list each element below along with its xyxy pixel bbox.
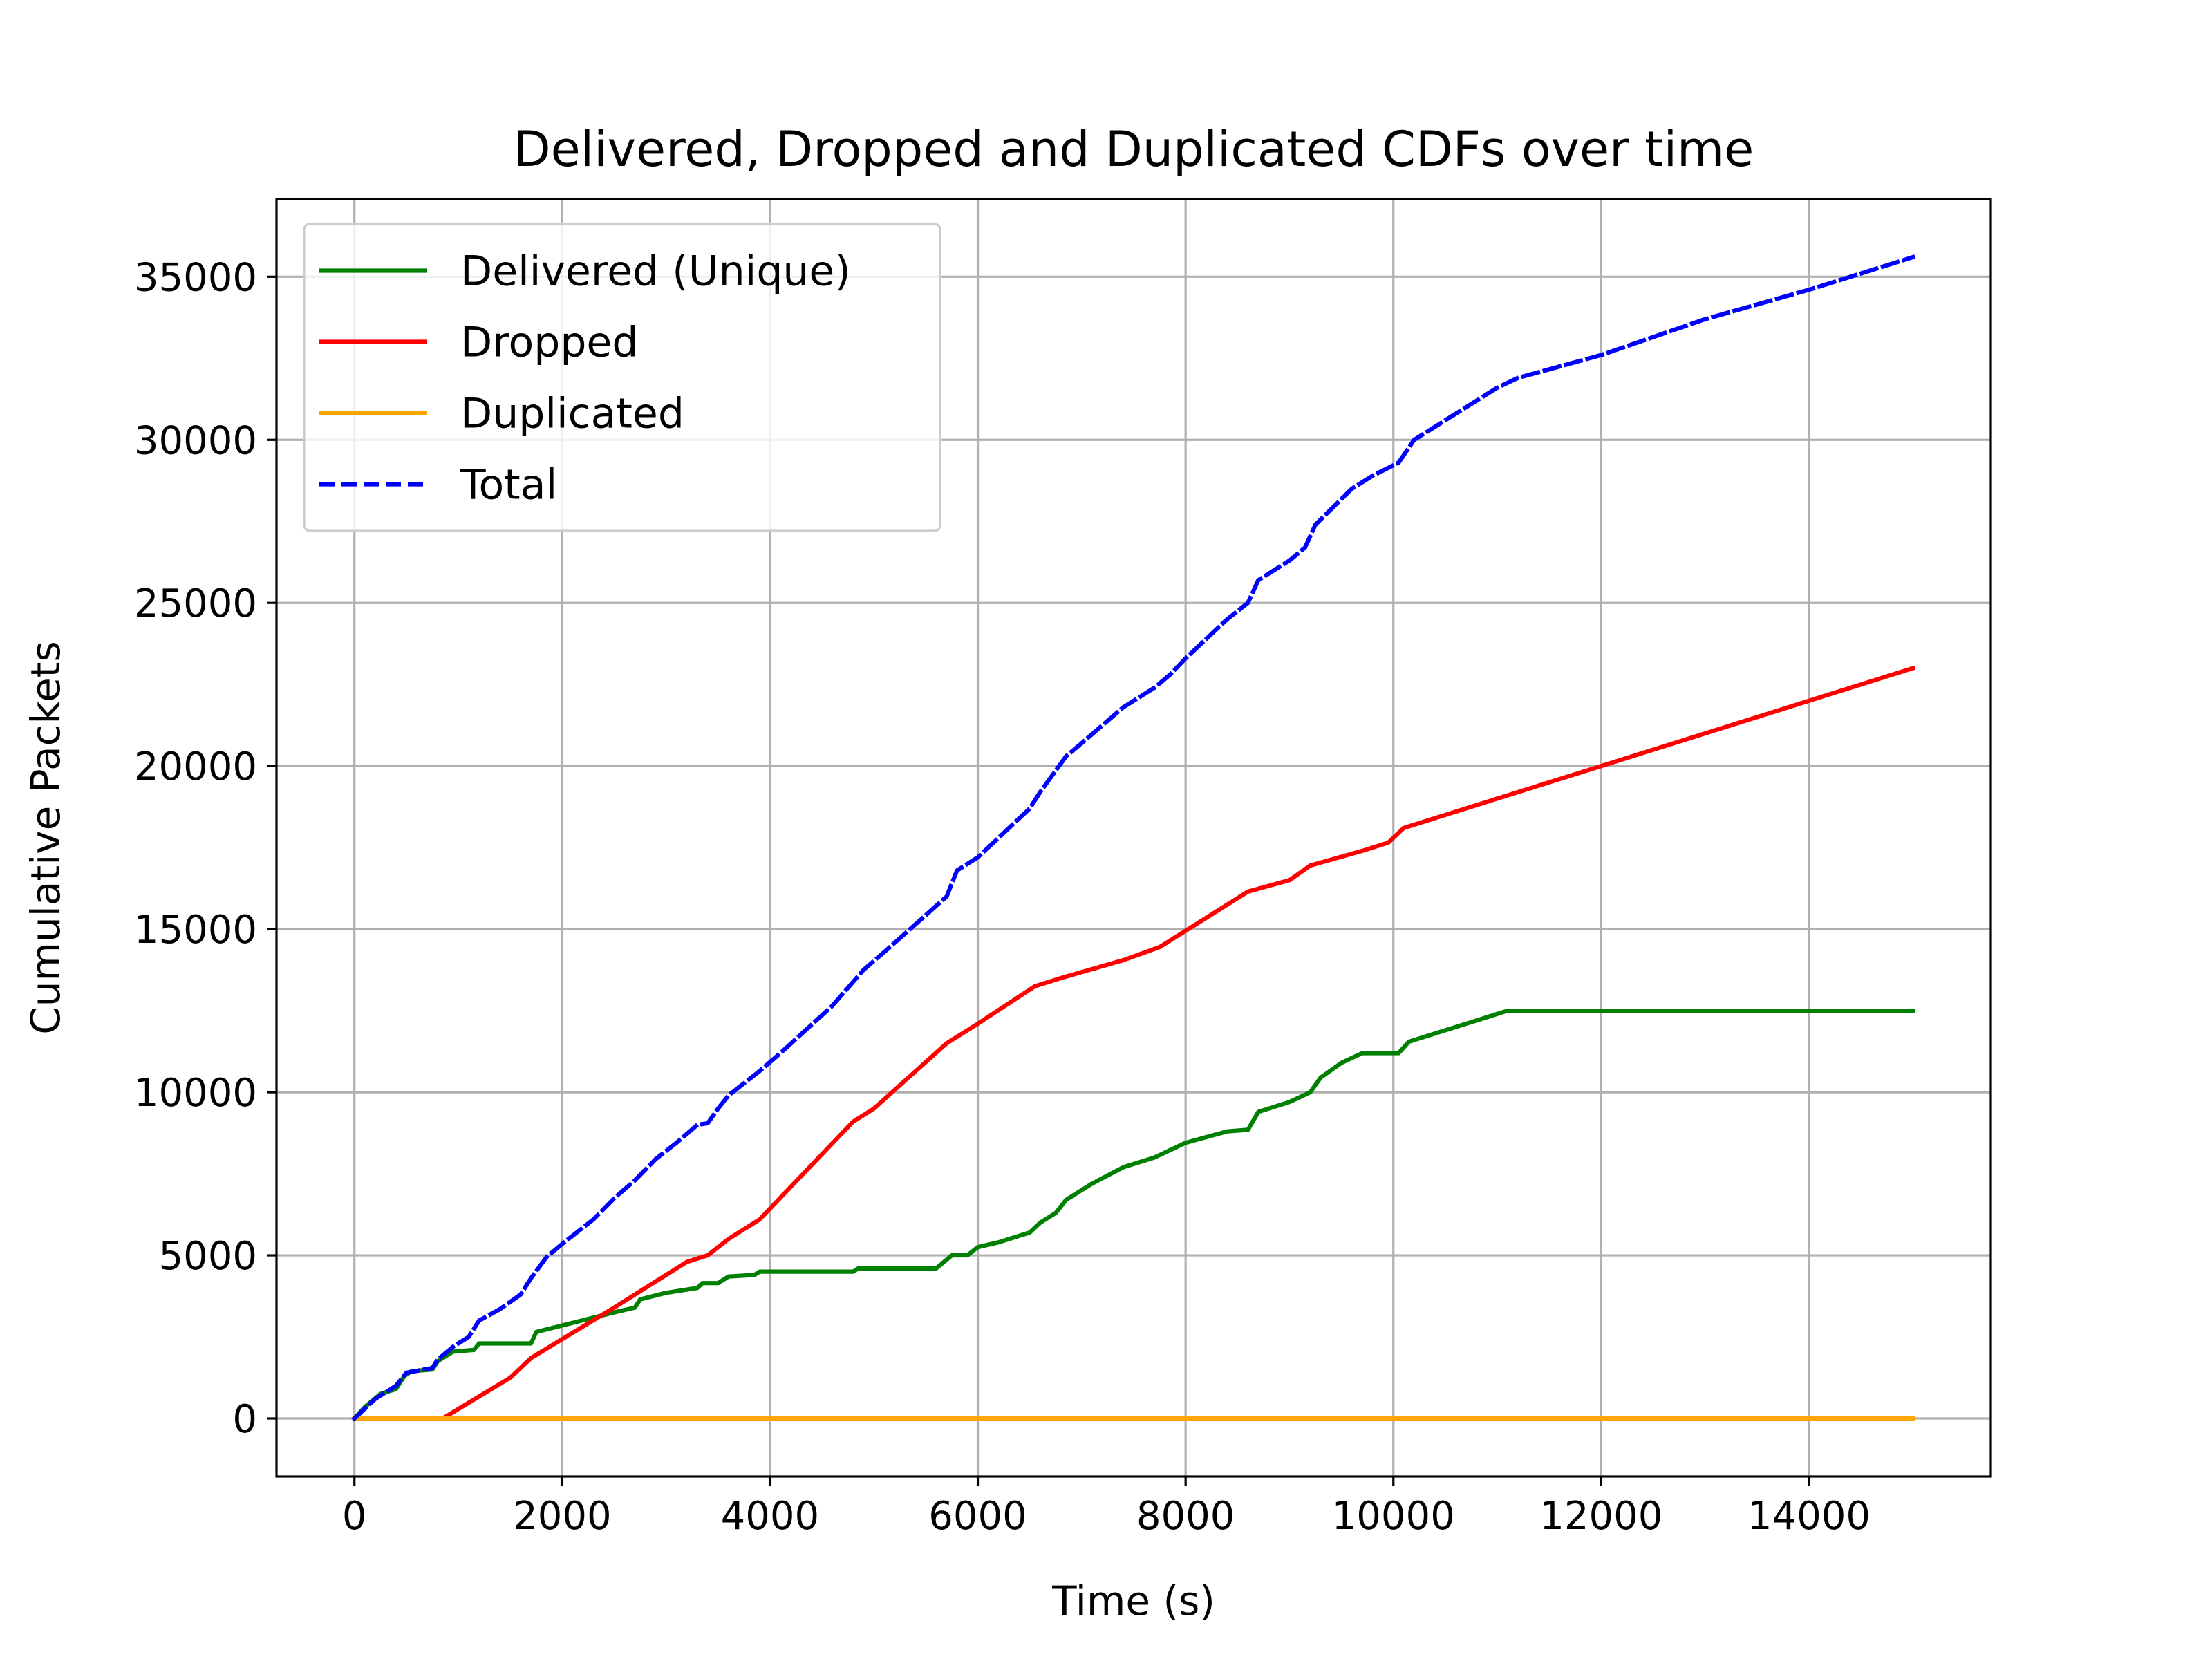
chart-title: Delivered, Dropped and Duplicated CDFs o… <box>514 121 1754 178</box>
legend-box <box>303 223 941 532</box>
y-tick-label: 5000 <box>158 1234 257 1279</box>
x-tick-label: 2000 <box>513 1494 612 1539</box>
x-tick-label: 6000 <box>928 1494 1027 1539</box>
x-tick-label: 8000 <box>1136 1494 1235 1539</box>
y-tick-label: 35000 <box>134 255 257 300</box>
legend-label-duplicated: Duplicated <box>460 390 684 438</box>
legend-label-total: Total <box>460 461 557 509</box>
y-tick-label: 15000 <box>134 908 257 953</box>
series-lines <box>351 254 1916 1422</box>
y-axis-label: Cumulative Packets <box>22 641 69 1034</box>
y-tick-label: 10000 <box>134 1071 257 1116</box>
legend: Delivered (Unique) Dropped Duplicated Total <box>303 223 941 532</box>
plot-frame <box>275 198 1992 1478</box>
x-tick-label: 12000 <box>1539 1494 1662 1539</box>
series-line-dropped <box>440 665 1916 1422</box>
x-tick-label: 10000 <box>1332 1494 1455 1539</box>
series-line-delivered-unique <box>351 1008 1915 1422</box>
legend-label-dropped: Dropped <box>460 319 638 367</box>
x-axis-label: Time (s) <box>1051 1577 1215 1624</box>
axis-ticks: 0 2000 4000 6000 8000 10000 12000 14000 0 5000 100… <box>134 255 1871 1539</box>
grid <box>276 199 1991 1477</box>
y-tick-label: 20000 <box>134 744 257 789</box>
y-tick-label: 25000 <box>134 581 257 626</box>
x-tick-label: 4000 <box>721 1494 820 1539</box>
y-tick-label: 30000 <box>134 418 257 463</box>
legend-label-delivered-unique: Delivered (Unique) <box>460 247 851 296</box>
y-tick-label: 0 <box>232 1397 257 1442</box>
series-line-total <box>351 254 1916 1422</box>
x-tick-label: 0 <box>342 1494 367 1539</box>
x-tick-label: 14000 <box>1747 1494 1871 1539</box>
